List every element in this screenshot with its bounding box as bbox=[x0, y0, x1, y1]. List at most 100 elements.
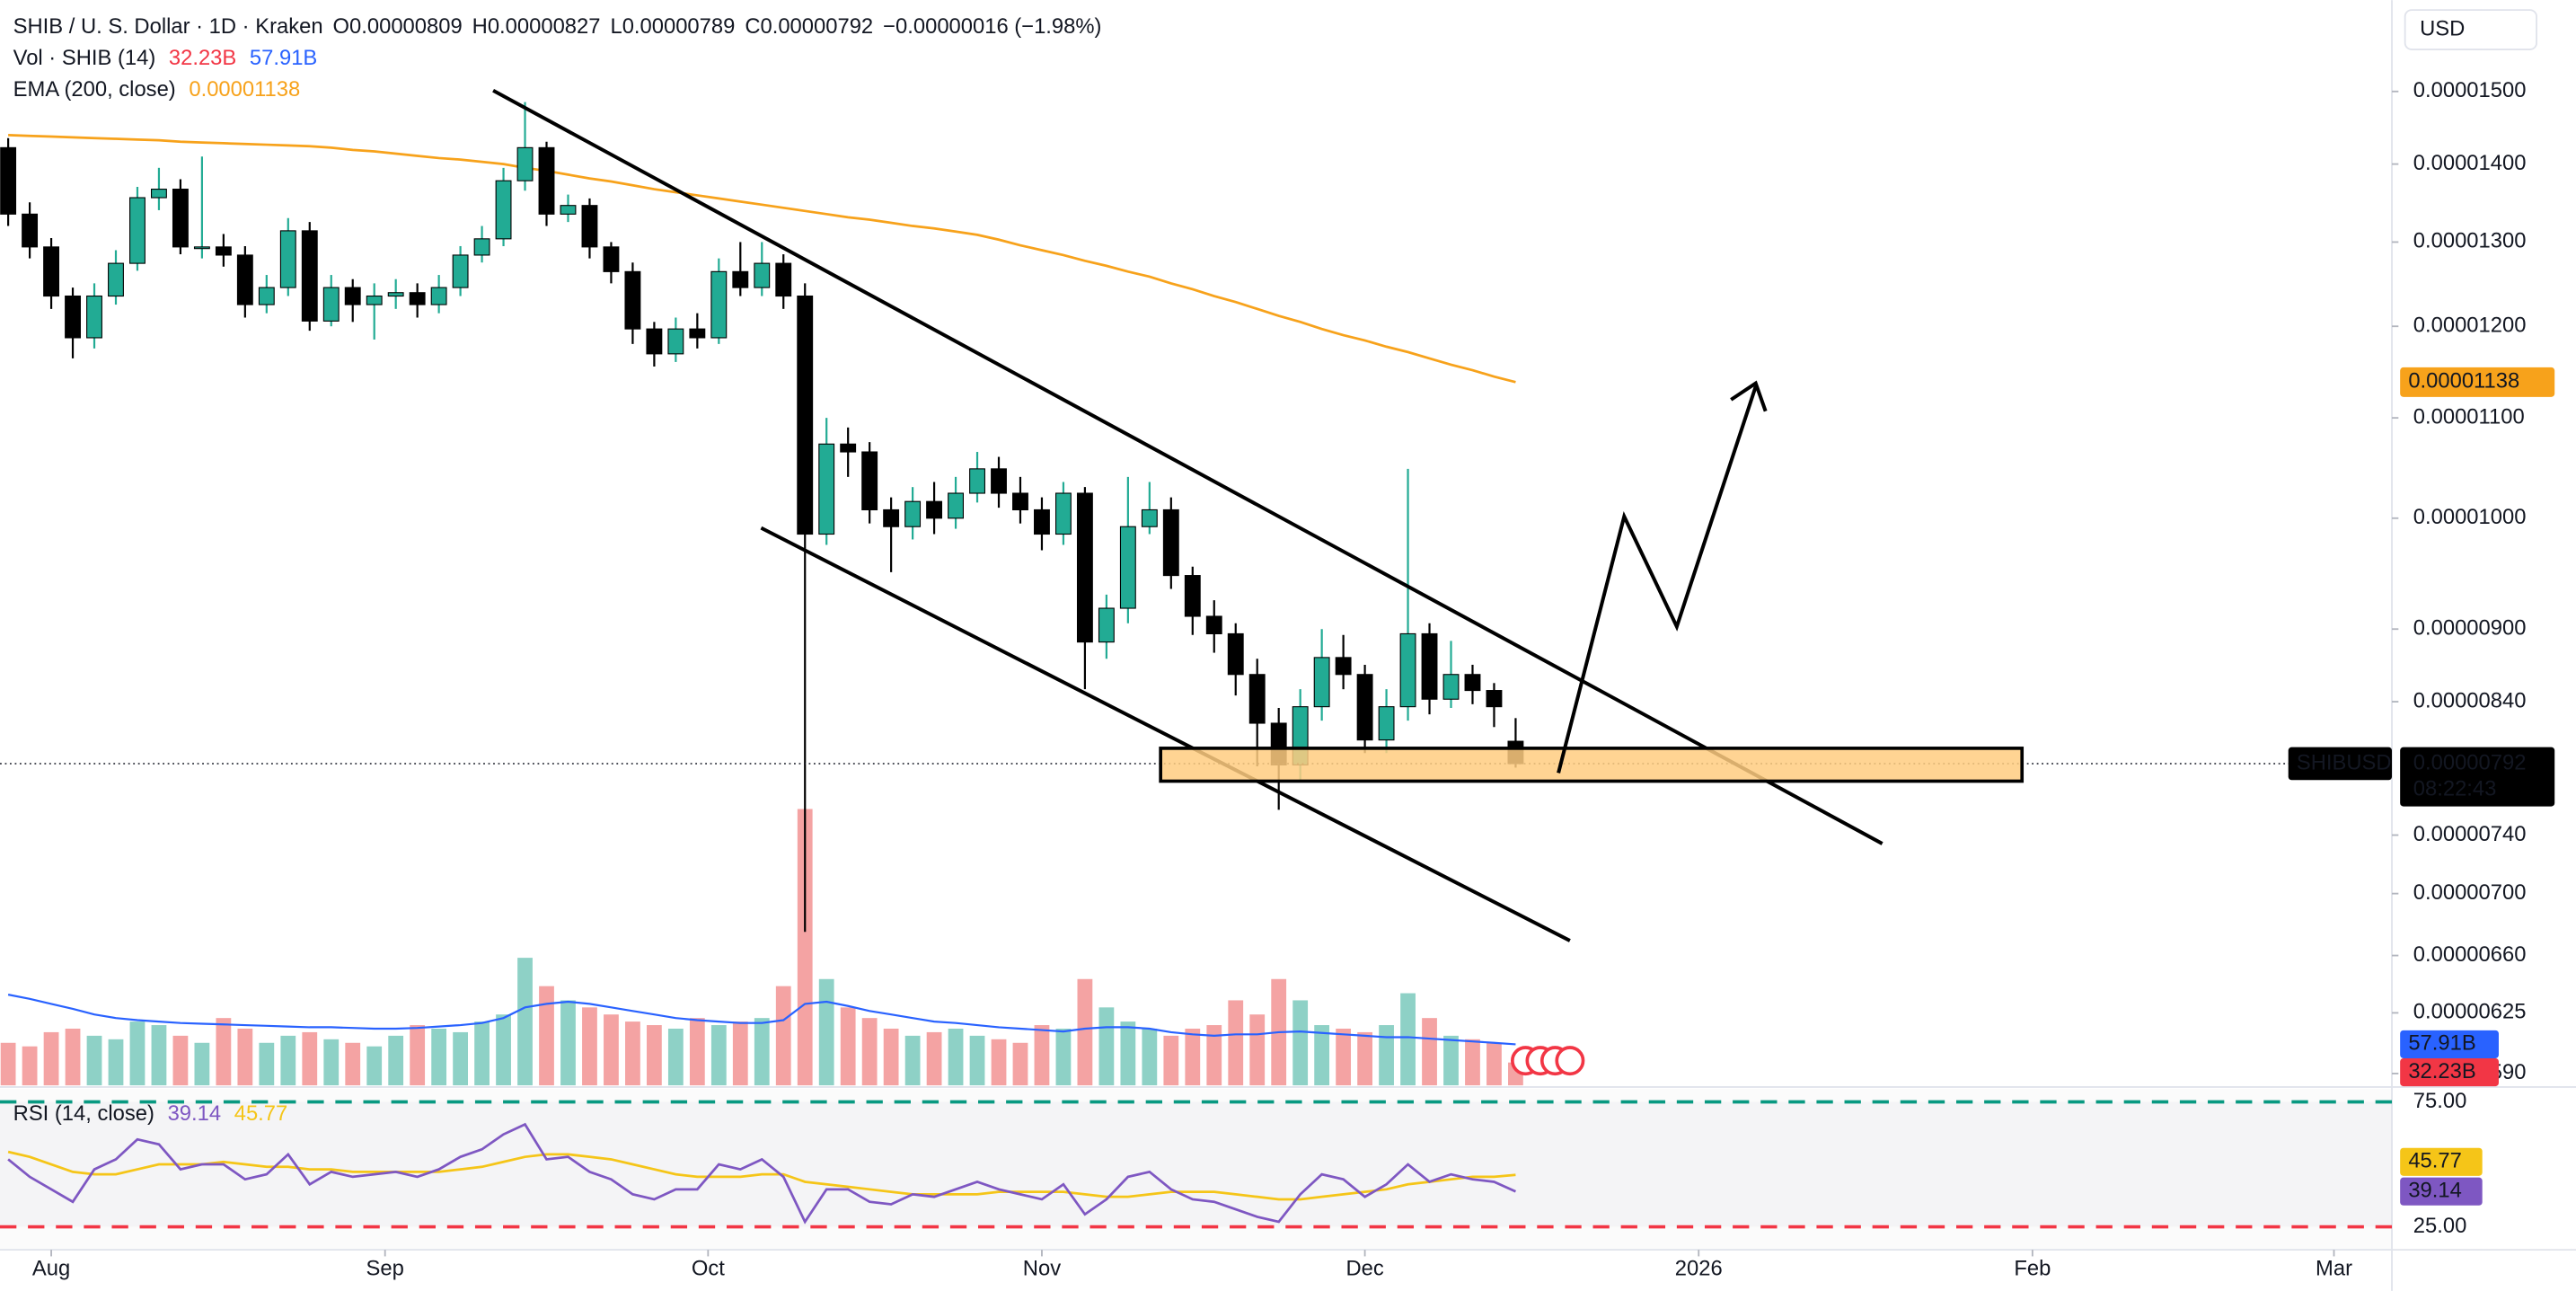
volume-bar bbox=[818, 978, 834, 1086]
candle-body bbox=[1119, 526, 1136, 609]
rsi-ma-value: 45.77 bbox=[234, 1101, 288, 1126]
volume-value: 32.23B bbox=[169, 46, 236, 70]
volume-legend: Vol · SHIB (14) 32.23B 57.91B bbox=[13, 46, 318, 70]
currency-box[interactable] bbox=[2404, 9, 2537, 50]
candle-body bbox=[624, 270, 641, 330]
volume-bar bbox=[1012, 1042, 1028, 1086]
candle-body bbox=[710, 270, 728, 339]
candle-body bbox=[754, 262, 771, 288]
candle-body bbox=[387, 292, 404, 297]
candle-body bbox=[1378, 706, 1395, 741]
volume-bar bbox=[1400, 993, 1416, 1086]
upper-trendline bbox=[492, 89, 1883, 845]
candle-body bbox=[129, 197, 146, 264]
y-tick-label: 0.00000900 bbox=[2413, 616, 2527, 641]
candle-body bbox=[861, 451, 878, 511]
x-tick-label: 2026 bbox=[1675, 1256, 1723, 1280]
x-tick-label: Oct bbox=[692, 1256, 725, 1280]
volume-badge: 32.23B bbox=[2408, 1059, 2475, 1083]
candle-body bbox=[538, 146, 555, 215]
rsi-name: RSI (14, close) bbox=[13, 1101, 154, 1126]
x-tick-label: Sep bbox=[366, 1256, 404, 1280]
rsi-ma-line bbox=[7, 1150, 1516, 1201]
candle-body bbox=[322, 287, 340, 322]
volume-bar bbox=[1422, 1018, 1437, 1086]
volume-bar bbox=[775, 986, 791, 1086]
volume-bar bbox=[1443, 1035, 1459, 1086]
candle-body bbox=[667, 328, 684, 355]
candle-body bbox=[883, 508, 900, 527]
candle-body bbox=[1227, 632, 1244, 676]
volume-bar bbox=[474, 1021, 490, 1086]
volume-bar bbox=[1034, 1025, 1050, 1086]
x-tick-label: Nov bbox=[1023, 1256, 1061, 1280]
candle-body bbox=[22, 213, 39, 248]
candle-body bbox=[1486, 690, 1503, 708]
volume-bar bbox=[732, 1021, 748, 1086]
candle-body bbox=[969, 468, 985, 494]
currency[interactable]: USD bbox=[2420, 16, 2465, 40]
candle-body bbox=[344, 287, 361, 305]
rsi-value: 39.14 bbox=[168, 1101, 222, 1126]
volume-badge-bg bbox=[2400, 1057, 2499, 1087]
header-line: SHIB / U. S. Dollar · 1D · Kraken O0.0000… bbox=[13, 15, 1102, 40]
volume-bar bbox=[840, 1007, 856, 1086]
candle-body bbox=[0, 146, 17, 215]
volume-bar bbox=[22, 1046, 38, 1086]
volume-bar bbox=[754, 1018, 770, 1086]
candle-body bbox=[948, 492, 964, 519]
x-tick-label: Mar bbox=[2316, 1256, 2352, 1280]
volume-bar bbox=[991, 1039, 1007, 1086]
candle-body bbox=[1248, 674, 1266, 724]
volume-bar bbox=[1465, 1039, 1480, 1086]
candle-body bbox=[172, 189, 189, 248]
rsi-ma-badge-bg bbox=[2400, 1147, 2483, 1176]
candle-body bbox=[1442, 674, 1460, 700]
candle-body bbox=[732, 270, 749, 288]
x-tick-label: Feb bbox=[2014, 1256, 2051, 1280]
volume-bar bbox=[216, 1018, 232, 1086]
volume-bar bbox=[237, 1028, 253, 1086]
candle-body bbox=[689, 328, 706, 339]
y-tick-label: 0.00000740 bbox=[2413, 822, 2527, 846]
volume-bar bbox=[1185, 1028, 1201, 1086]
rsi-band bbox=[0, 1101, 2393, 1227]
candle-body bbox=[366, 295, 383, 305]
volume-ma-line bbox=[7, 994, 1516, 1046]
y-tick-label: 0.00001000 bbox=[2413, 505, 2527, 529]
volume-bar bbox=[646, 1025, 662, 1086]
candle-body bbox=[193, 246, 210, 250]
rsi-lines bbox=[7, 1122, 1516, 1225]
candle-body bbox=[1012, 492, 1028, 511]
candle-body bbox=[516, 146, 534, 181]
volume-bar bbox=[366, 1046, 383, 1086]
candle-body bbox=[473, 238, 490, 256]
volume-bar bbox=[1098, 1007, 1115, 1086]
volume-bar bbox=[1486, 1042, 1502, 1086]
volume-bar bbox=[560, 1000, 576, 1086]
change-label: −0.00000016 (−1.98%) bbox=[883, 15, 1101, 40]
lower-trendline bbox=[760, 526, 1571, 942]
volume-bar bbox=[86, 1035, 102, 1086]
projection-arrowhead bbox=[1730, 380, 1768, 412]
candle-body bbox=[86, 295, 102, 339]
candle-body bbox=[646, 328, 663, 355]
x-tick-label: Aug bbox=[32, 1256, 70, 1280]
volume-bar bbox=[496, 1014, 511, 1086]
volume-bar bbox=[108, 1039, 124, 1086]
volume-bar bbox=[1314, 1025, 1330, 1086]
y-tick-label: 0.00001400 bbox=[2413, 151, 2527, 175]
candle-body bbox=[151, 189, 167, 199]
candle-body bbox=[991, 468, 1007, 494]
volume-ma-value: 57.91B bbox=[250, 46, 317, 70]
volume-bar bbox=[1357, 1031, 1372, 1086]
candle-body bbox=[904, 500, 922, 527]
volume-bar bbox=[323, 1039, 340, 1086]
volume-bar bbox=[948, 1028, 964, 1086]
volume-bar bbox=[388, 1035, 404, 1086]
rsi-legend: RSI (14, close) 39.14 45.77 bbox=[13, 1101, 288, 1126]
candle-body bbox=[1205, 615, 1222, 634]
low-label: L0.00000789 bbox=[610, 15, 735, 40]
candle-body bbox=[1335, 657, 1352, 676]
support-zone bbox=[1159, 747, 2025, 783]
